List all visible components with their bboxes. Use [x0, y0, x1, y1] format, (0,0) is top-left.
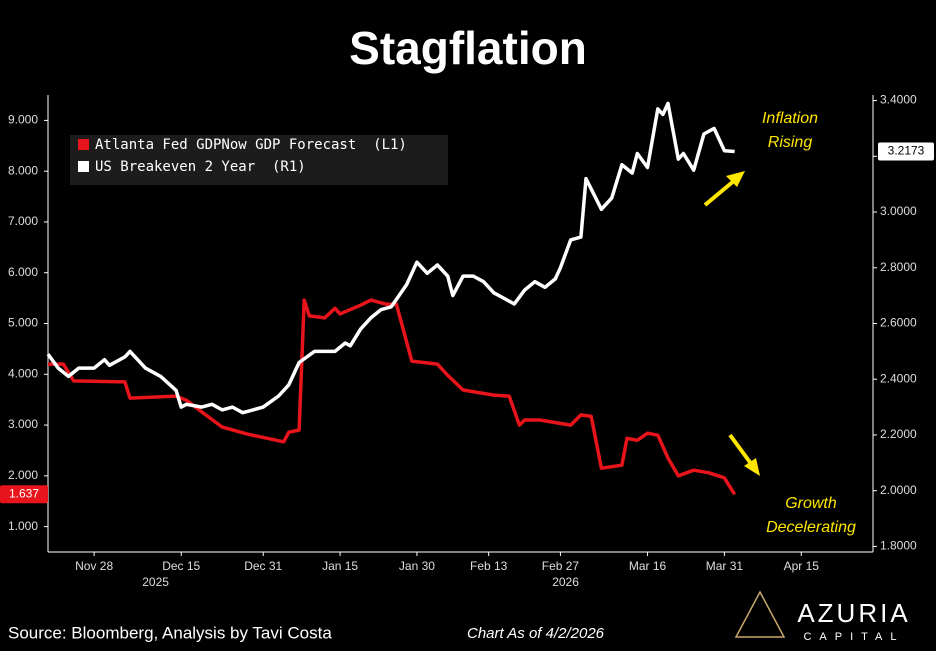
arrow-down-head [744, 458, 760, 476]
y-tick-label: 3.000 [8, 417, 38, 431]
x-tick-label: Dec 15 [162, 559, 200, 573]
last-value-label: 1.637 [9, 486, 39, 500]
chart-title: Stagflation [349, 22, 587, 74]
arrows [703, 171, 760, 476]
y-tick-label: 2.000 [8, 468, 38, 482]
x-tick-label: Nov 28 [75, 559, 113, 573]
y-tick-label: 7.000 [8, 214, 38, 228]
arrow-up-head [726, 171, 745, 187]
y-tick-label: 5.000 [8, 316, 38, 330]
y2-tick-label: 3.0000 [880, 204, 917, 218]
x-tick-label: Mar 16 [629, 559, 667, 573]
logo-sub: CAPITAL [803, 631, 904, 643]
y-tick-label: 8.000 [8, 163, 38, 177]
annotation: Inflation [762, 110, 818, 127]
y-tick-label: 4.000 [8, 366, 38, 380]
y2-tick-label: 2.4000 [880, 371, 917, 385]
last-value-label: 3.2173 [888, 144, 925, 158]
as-of: Chart As of 4/2/2026 [467, 625, 605, 642]
legend-swatch [78, 161, 89, 172]
logo-name: AZURIA [797, 598, 910, 628]
x-tick-label: Apr 15 [784, 559, 820, 573]
x-tick-label: Feb 27 [542, 559, 580, 573]
legend-swatch [78, 139, 89, 150]
x-tick-label: Jan 15 [322, 559, 358, 573]
annotation: Decelerating [766, 519, 856, 536]
legend-label: Atlanta Fed GDPNow GDP Forecast (L1) [95, 137, 407, 153]
x-group-label: 2026 [552, 575, 579, 589]
arrow-up [703, 178, 737, 207]
x-tick-label: Feb 13 [470, 559, 508, 573]
legend-label: US Breakeven 2 Year (R1) [95, 159, 306, 175]
last-value-box [878, 142, 934, 161]
y2-tick-label: 2.6000 [880, 316, 917, 330]
y-tick-label: 6.000 [8, 265, 38, 279]
legend-box [70, 135, 448, 185]
annotation: Growth [785, 495, 837, 512]
last-value-box [0, 485, 48, 504]
y2-tick-label: 1.8000 [880, 539, 917, 553]
x-group-label: 2025 [142, 575, 169, 589]
logo-mark [734, 590, 786, 638]
series-line [48, 298, 737, 496]
annotation: Rising [768, 134, 813, 151]
source: Source: Bloomberg, Analysis by Tavi Cost… [8, 623, 332, 642]
y2-tick-label: 2.8000 [880, 260, 917, 274]
x-tick-label: Mar 31 [706, 559, 744, 573]
y-tick-label: 9.000 [8, 113, 38, 127]
x-tick-label: Dec 31 [244, 559, 282, 573]
logo: AZURIA CAPITAL [734, 590, 910, 643]
y-tick-label: 1.000 [8, 519, 38, 533]
arrow-down [728, 433, 754, 467]
series-line [46, 101, 735, 415]
y2-tick-label: 2.0000 [880, 483, 917, 497]
x-tick-label: Jan 30 [399, 559, 435, 573]
y2-tick-label: 2.2000 [880, 427, 917, 441]
y2-tick-label: 3.4000 [880, 93, 917, 107]
